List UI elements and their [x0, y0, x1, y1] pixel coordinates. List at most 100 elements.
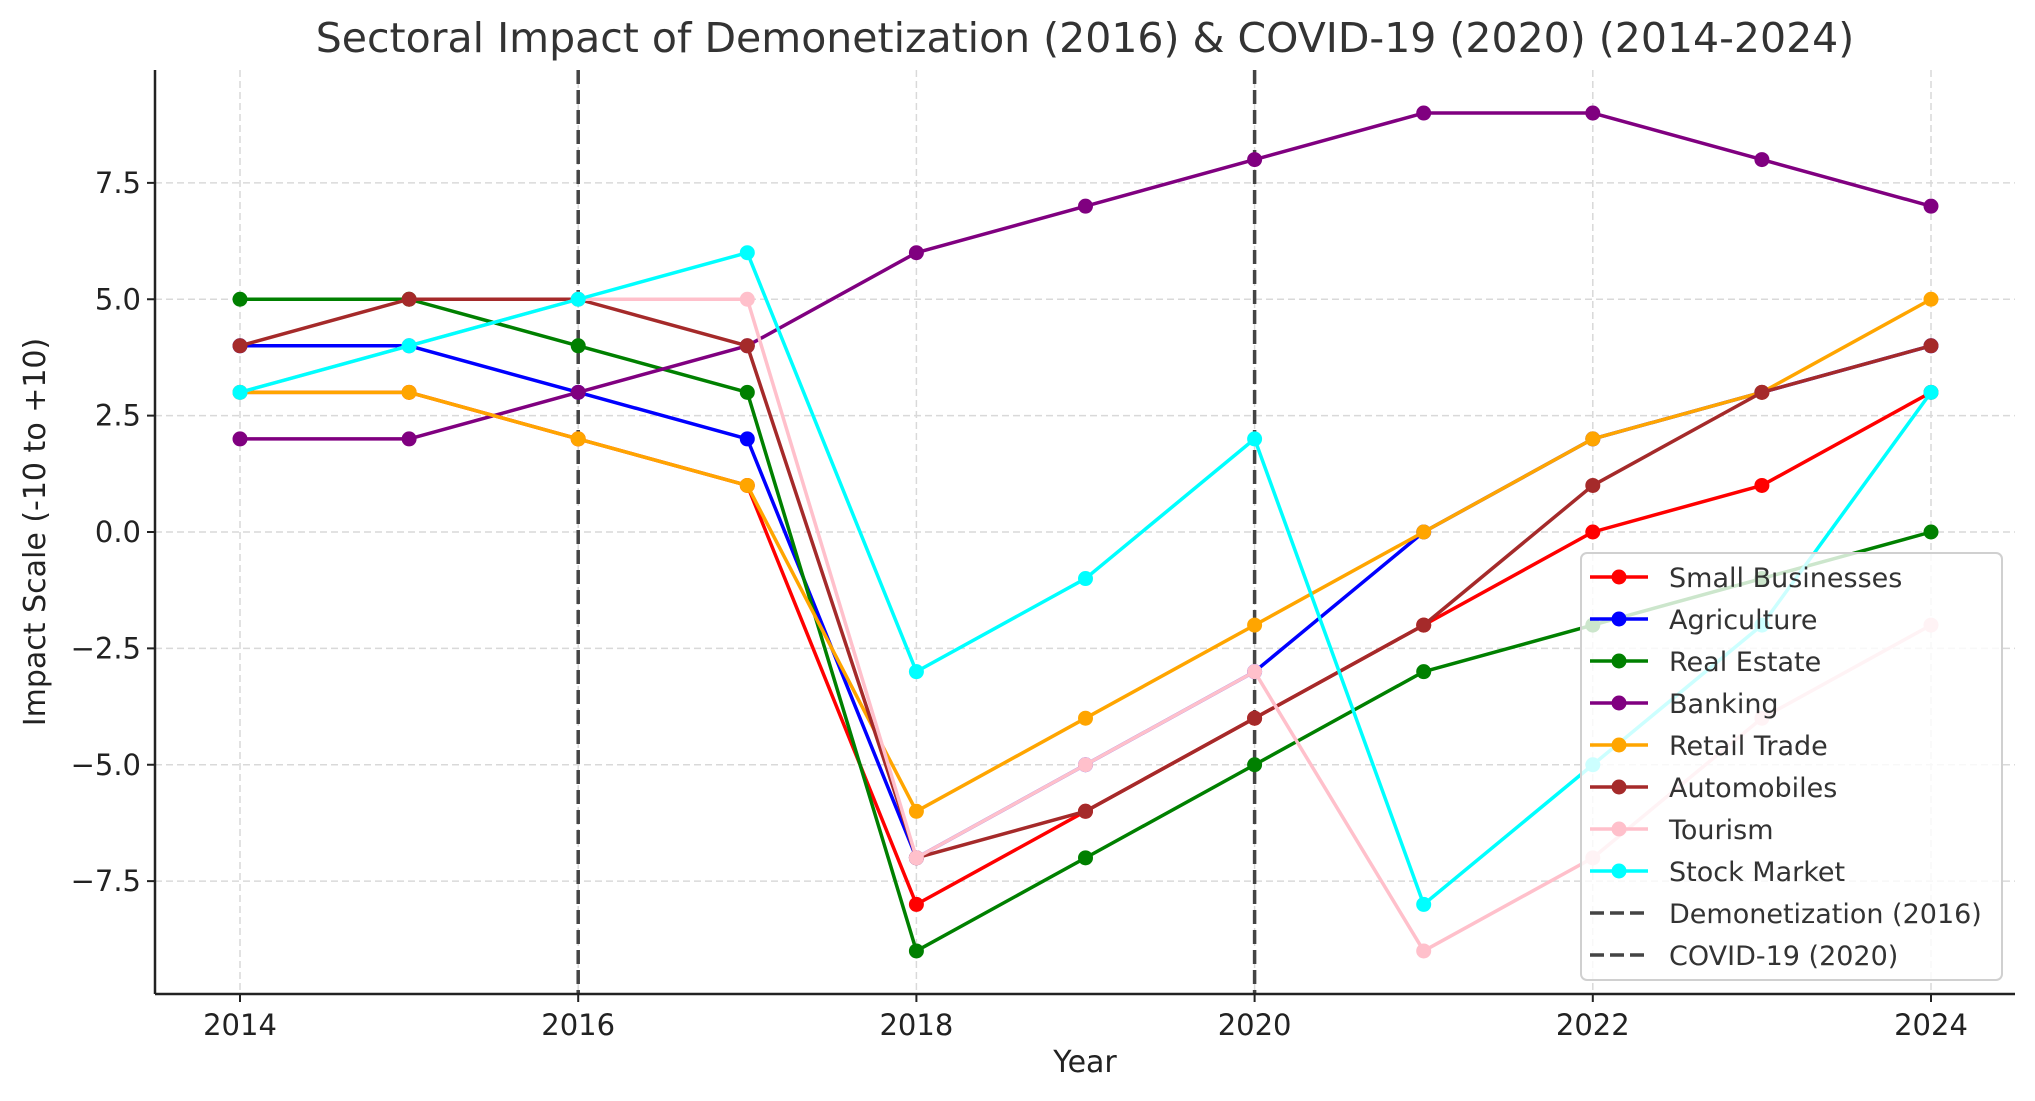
data-point [908, 896, 924, 912]
data-point [570, 431, 586, 447]
legend-label: Tourism [1668, 815, 1774, 846]
legend-marker [1611, 569, 1627, 585]
legend-item: Small Businesses [1590, 563, 1902, 594]
legend-label: Real Estate [1669, 647, 1821, 678]
data-point [1585, 105, 1601, 121]
data-point [1754, 152, 1770, 168]
data-point [1416, 617, 1432, 633]
legend-item: Demonetization (2016) [1590, 899, 1982, 930]
data-point [1754, 384, 1770, 400]
series-automobiles [232, 291, 1939, 866]
data-point [1078, 757, 1093, 773]
x-tick-label: 2022 [1556, 1008, 1630, 1042]
legend: Small Businesses Agriculture Real Estate Ba… [1580, 552, 2003, 981]
data-point [739, 245, 755, 261]
data-point [232, 431, 248, 447]
legend-label: Small Businesses [1669, 563, 1902, 594]
data-point [1078, 710, 1093, 726]
data-point [232, 384, 248, 400]
data-point [1247, 710, 1263, 726]
legend-marker [1611, 695, 1627, 711]
data-point [1416, 105, 1432, 121]
series-group [232, 105, 1939, 959]
data-point [1585, 477, 1601, 493]
legend-label: Stock Market [1669, 857, 1845, 888]
data-point [232, 291, 248, 307]
data-point [1416, 943, 1432, 959]
legend-item: COVID-19 (2020) [1590, 941, 1898, 972]
legend-label: Demonetization (2016) [1669, 899, 1982, 930]
legend-marker [1611, 737, 1627, 753]
data-point [401, 291, 417, 307]
data-point [908, 943, 924, 959]
data-point [1078, 803, 1093, 819]
series-line [240, 111, 1932, 441]
event-lines [576, 70, 1257, 994]
data-point [570, 384, 586, 400]
data-point [1923, 291, 1939, 307]
x-axis-label: Year [1052, 1045, 1117, 1080]
y-tick-label: 7.5 [95, 166, 141, 200]
data-point [1247, 664, 1263, 680]
data-point [739, 477, 755, 493]
data-point [1078, 198, 1093, 214]
legend-label: COVID-19 (2020) [1669, 941, 1898, 972]
data-point [1585, 431, 1601, 447]
y-tick-label: 0.0 [95, 515, 141, 549]
axes: −7.5 −5.0 −2.5 0.0 2.5 5.0 7.5 2014 2016 2018 2020… [71, 70, 2015, 1042]
data-point [1247, 617, 1263, 633]
legend-item: Stock Market [1590, 857, 1845, 888]
data-point [1585, 524, 1601, 540]
legend-marker [1611, 779, 1627, 795]
data-point [1416, 524, 1432, 540]
data-point [1247, 431, 1263, 447]
y-tick-label: 5.0 [95, 282, 141, 316]
data-point [1247, 152, 1263, 168]
legend-marker [1611, 821, 1627, 837]
data-point [908, 245, 924, 261]
legend-item: Automobiles [1590, 773, 1837, 804]
y-tick-label: 2.5 [95, 399, 141, 433]
x-tick-label: 2018 [879, 1008, 953, 1042]
data-point [232, 338, 248, 354]
y-tick-label: −2.5 [71, 631, 141, 665]
legend-marker [1611, 611, 1627, 627]
data-point [1923, 524, 1939, 540]
x-tick-label: 2014 [203, 1008, 277, 1042]
data-point [908, 850, 924, 866]
data-point [739, 384, 755, 400]
legend-item: Banking [1590, 689, 1779, 720]
legend-label: Automobiles [1669, 773, 1837, 804]
data-point [1416, 896, 1432, 912]
data-point [401, 338, 417, 354]
data-point [1923, 338, 1939, 354]
data-point [1247, 757, 1263, 773]
data-point [1078, 850, 1093, 866]
x-tick-label: 2024 [1894, 1008, 1968, 1042]
data-point [570, 291, 586, 307]
data-point [739, 338, 755, 354]
legend-item: Agriculture [1590, 605, 1818, 636]
data-point [908, 803, 924, 819]
legend-item: Real Estate [1590, 647, 1821, 678]
data-point [1754, 477, 1770, 493]
data-point [739, 431, 755, 447]
data-point [1923, 198, 1939, 214]
legend-marker [1611, 863, 1627, 879]
legend-marker [1611, 653, 1627, 669]
chart-title: Sectoral Impact of Demonetization (2016)… [316, 14, 1855, 62]
legend-label: Agriculture [1669, 605, 1818, 636]
legend-item: Tourism [1590, 815, 1774, 846]
data-point [401, 384, 417, 400]
data-point [908, 664, 924, 680]
data-point [739, 291, 755, 307]
series-banking [232, 105, 1939, 447]
data-point [1078, 571, 1093, 587]
x-tick-label: 2016 [541, 1008, 615, 1042]
legend-label: Banking [1669, 689, 1779, 720]
y-tick-label: −5.0 [71, 748, 141, 782]
y-axis-label: Impact Scale (-10 to +10) [18, 338, 53, 726]
data-point [1416, 664, 1432, 680]
data-point [570, 338, 586, 354]
